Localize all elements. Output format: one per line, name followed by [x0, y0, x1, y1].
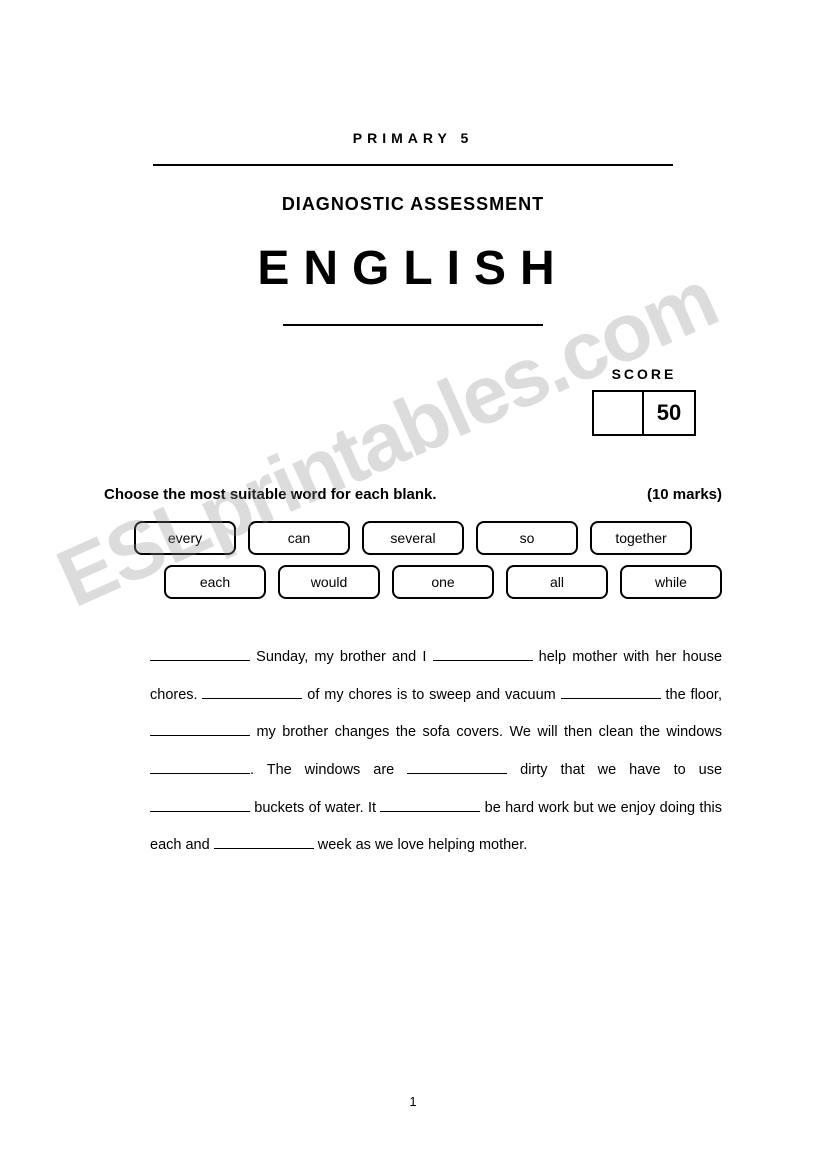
assessment-type: DIAGNOSTIC ASSESSMENT [153, 194, 673, 215]
blank-3[interactable] [202, 685, 302, 699]
cloze-paragraph: Sunday, my brother and I help mother wit… [100, 639, 726, 865]
instruction-row: Choose the most suitable word for each b… [100, 486, 726, 503]
word-option: one [392, 565, 494, 599]
score-section: SCORE 50 [100, 366, 726, 436]
blank-9[interactable] [380, 798, 480, 812]
header-rule-bottom [283, 324, 543, 326]
score-earned-box [592, 390, 644, 436]
text-segment: dirty that we have to use [507, 762, 722, 778]
word-option: several [362, 521, 464, 555]
text-segment: the floor, [661, 687, 722, 703]
score-label: SCORE [592, 366, 696, 382]
text-segment: . The windows are [250, 762, 407, 778]
blank-10[interactable] [214, 835, 314, 849]
word-bank: every can several so together each would… [100, 521, 726, 599]
instruction-marks: (10 marks) [647, 486, 722, 503]
blank-5[interactable] [150, 722, 250, 736]
text-segment: week as we love helping mother. [314, 837, 528, 853]
score-boxes: 50 [592, 390, 696, 436]
text-segment: my brother changes the sofa covers. We w… [250, 724, 722, 740]
word-option: each [164, 565, 266, 599]
blank-7[interactable] [407, 760, 507, 774]
word-bank-row-1: every can several so together [100, 521, 726, 555]
text-segment: Sunday, my brother and I [250, 649, 433, 665]
word-option: while [620, 565, 722, 599]
grade-label: PRIMARY 5 [153, 130, 673, 146]
word-option: can [248, 521, 350, 555]
text-segment: buckets of water. It [250, 800, 380, 816]
blank-8[interactable] [150, 798, 250, 812]
page-number: 1 [0, 1094, 826, 1109]
blank-1[interactable] [150, 647, 250, 661]
word-option: would [278, 565, 380, 599]
word-option: together [590, 521, 692, 555]
blank-2[interactable] [433, 647, 533, 661]
blank-4[interactable] [561, 685, 661, 699]
word-option: every [134, 521, 236, 555]
score-max-box: 50 [644, 390, 696, 436]
word-option: all [506, 565, 608, 599]
blank-6[interactable] [150, 760, 250, 774]
header-rule-top [153, 164, 673, 166]
subject-title: ENGLISH [153, 241, 673, 296]
text-segment: of my chores is to sweep and vacuum [302, 687, 560, 703]
instruction-text: Choose the most suitable word for each b… [104, 486, 437, 503]
document-header: PRIMARY 5 DIAGNOSTIC ASSESSMENT ENGLISH [153, 130, 673, 326]
word-bank-row-2: each would one all while [100, 565, 726, 599]
word-option: so [476, 521, 578, 555]
